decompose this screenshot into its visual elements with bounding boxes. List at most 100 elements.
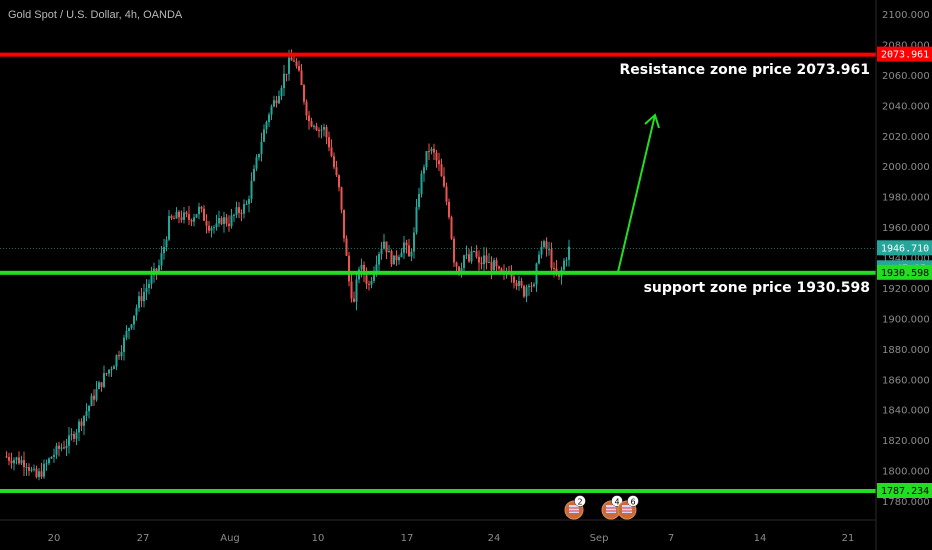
candle: [188, 205, 190, 226]
candle: [160, 246, 163, 271]
candle: [123, 334, 125, 361]
candle: [65, 438, 68, 456]
candle: [338, 174, 340, 192]
candle: [165, 236, 168, 252]
candle: [8, 453, 10, 466]
candle: [80, 418, 83, 432]
candle: [325, 124, 328, 145]
candle: [75, 428, 78, 446]
candle: [238, 202, 240, 219]
candle: [445, 182, 448, 206]
candle: [48, 457, 50, 466]
y-tick-label: 1900.000: [882, 314, 930, 325]
candle: [30, 466, 33, 473]
x-tick-label: 27: [137, 533, 150, 544]
x-tick-label: Sep: [590, 533, 609, 544]
candle: [475, 245, 478, 259]
candle: [208, 220, 210, 234]
y-tick-label: 1860.000: [882, 375, 930, 386]
time-axis: 20 27 Aug 10 17 24 Sep 7 14 21: [0, 519, 876, 544]
candle: [530, 282, 533, 293]
y-tick-label: 1960.000: [882, 223, 930, 234]
candle: [193, 213, 195, 227]
candle: [523, 284, 525, 299]
candle: [135, 304, 138, 321]
support-line: [0, 270, 876, 275]
candle: [150, 266, 153, 289]
candle: [98, 380, 100, 390]
candle: [328, 131, 330, 152]
candle: [398, 254, 400, 265]
candle: [223, 211, 225, 233]
candle: [263, 124, 265, 143]
candle: [120, 345, 123, 361]
candle: [90, 393, 93, 407]
candle: [350, 274, 353, 303]
candle: [465, 245, 468, 260]
candle: [335, 160, 338, 178]
candle: [418, 187, 420, 210]
candle: [125, 325, 128, 341]
candle: [540, 241, 543, 259]
candle: [443, 167, 445, 188]
y-tick-label: 1840.000: [882, 406, 930, 417]
candle: [258, 153, 260, 161]
candle: [448, 198, 450, 220]
candle: [535, 262, 538, 292]
event-badge-icon: 6: [617, 495, 639, 520]
candle: [270, 104, 273, 121]
candle: [315, 122, 318, 131]
candle: [28, 463, 30, 476]
svg-text:4: 4: [614, 498, 619, 507]
svg-text:2: 2: [577, 498, 582, 507]
candle: [178, 210, 180, 224]
candle: [198, 202, 200, 220]
candle: [478, 250, 480, 271]
candle: [528, 283, 530, 296]
candle: [480, 256, 483, 270]
candle: [45, 459, 48, 471]
candle: [333, 152, 335, 170]
candle: [558, 274, 560, 280]
lower-support-price-tag: 1787.234: [877, 482, 932, 498]
candle: [58, 441, 60, 457]
candle: [345, 235, 348, 257]
candle: [68, 426, 70, 454]
candle: [388, 244, 390, 253]
candle: [95, 381, 98, 402]
candle: [553, 262, 555, 278]
y-tick-label: 2080.000: [882, 40, 930, 51]
x-tick-label: 17: [401, 533, 414, 544]
candle: [183, 206, 185, 224]
candle: [308, 110, 310, 130]
candle: [390, 249, 393, 268]
candle: [413, 227, 415, 259]
candle: [133, 315, 135, 330]
candle: [168, 209, 170, 242]
candle: [318, 127, 320, 138]
candle: [220, 216, 223, 226]
candle: [278, 90, 280, 105]
candle: [533, 282, 535, 288]
candle: [63, 440, 65, 450]
candle: [190, 218, 193, 227]
candle: [20, 455, 23, 465]
candle: [400, 248, 403, 258]
candle: [15, 456, 18, 465]
candle: [180, 210, 183, 223]
candle: [365, 267, 368, 290]
x-tick-label: Aug: [220, 533, 240, 544]
candle: [518, 275, 520, 291]
candle: [368, 280, 370, 291]
candle: [298, 60, 300, 72]
candle: [300, 63, 303, 86]
y-tick-label: 1940.000: [882, 254, 930, 265]
candle: [43, 459, 45, 479]
resistance-label: Resistance zone price 2073.961: [619, 62, 870, 78]
candle: [83, 415, 85, 435]
candle: [170, 214, 173, 221]
candle: [85, 403, 88, 422]
candle: [218, 210, 220, 228]
